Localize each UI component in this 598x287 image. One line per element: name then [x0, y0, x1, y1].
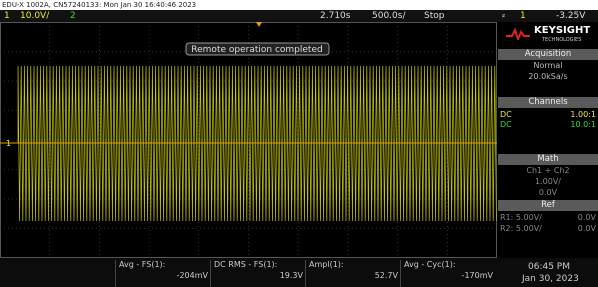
probe: 1.00:1: [570, 110, 596, 119]
ch2-number: 2: [70, 10, 76, 22]
panel-title: Math: [498, 154, 598, 165]
trigger-marker: [256, 22, 262, 27]
file-info: EDU-X 1002A, CN57240133: Mon Jan 30 16:4…: [0, 0, 598, 10]
run-state: Stop: [424, 10, 444, 22]
ch1-number: 1: [4, 10, 10, 22]
panel-title: Channels: [498, 97, 598, 108]
message: Remote operation completed: [191, 45, 322, 55]
panel-title: Ref: [498, 200, 598, 211]
ground-marker: 1: [6, 139, 11, 148]
math-function: Ch1 + Ch2: [498, 166, 598, 176]
time-scale: 500.0s/: [372, 10, 406, 22]
meas-value: -204mV: [177, 271, 208, 280]
trigger-level: -3.25V: [556, 10, 585, 22]
header-bar: 1 10.0V/ 2 2.710s 500.0s/ Stop ⸗ 1 -3.25…: [0, 10, 598, 22]
measurement-bar: Avg - FS(1):-204mV DC RMS - FS(1):19.3V …: [0, 258, 598, 287]
coupling: DC: [500, 120, 512, 129]
ref-scale: R1: 5.00V/: [500, 213, 542, 222]
meas-value: -170mV: [462, 271, 493, 280]
meas-value: 19.3V: [280, 271, 303, 280]
side-panel: KEYSIGHT TECHNOLOGIES Acquisition Normal…: [498, 22, 598, 258]
meas-label: Avg - FS(1):: [119, 260, 165, 269]
brand-sub: TECHNOLOGIES: [542, 37, 581, 43]
trigger-icon: ⸗: [502, 10, 505, 22]
ref-scale: R2: 5.00V/: [500, 224, 542, 233]
oscilloscope-screen: EDU-X 1002A, CN57240133: Mon Jan 30 16:4…: [0, 0, 598, 287]
coupling: DC: [500, 110, 512, 119]
math-offset: 0.0V: [498, 188, 598, 198]
math-scale: 1.00V/: [498, 177, 598, 187]
time-position: 2.710s: [320, 10, 350, 22]
panel-title: Acquisition: [498, 49, 598, 60]
graticule: Remote operation completed 1: [0, 22, 497, 258]
probe: 10.0:1: [570, 120, 596, 129]
ch1-scale: 10.0V/: [20, 10, 49, 22]
acq-rate: 20.0kSa/s: [498, 72, 598, 82]
ref-offset: 0.0V: [578, 224, 596, 233]
ref-offset: 0.0V: [578, 213, 596, 222]
keysight-logo: [506, 28, 530, 40]
meas-label: DC RMS - FS(1):: [214, 260, 277, 269]
meas-label: Avg - Cyc(1):: [404, 260, 456, 269]
trigger-channel: 1: [520, 10, 526, 22]
meas-label: Ampl(1):: [309, 260, 344, 269]
clock-time: 06:45 PM: [528, 262, 570, 272]
acq-mode: Normal: [498, 61, 598, 71]
clock-date: Jan 30, 2023: [522, 274, 579, 284]
meas-value: 52.7V: [375, 271, 398, 280]
brand: KEYSIGHT: [534, 25, 590, 36]
